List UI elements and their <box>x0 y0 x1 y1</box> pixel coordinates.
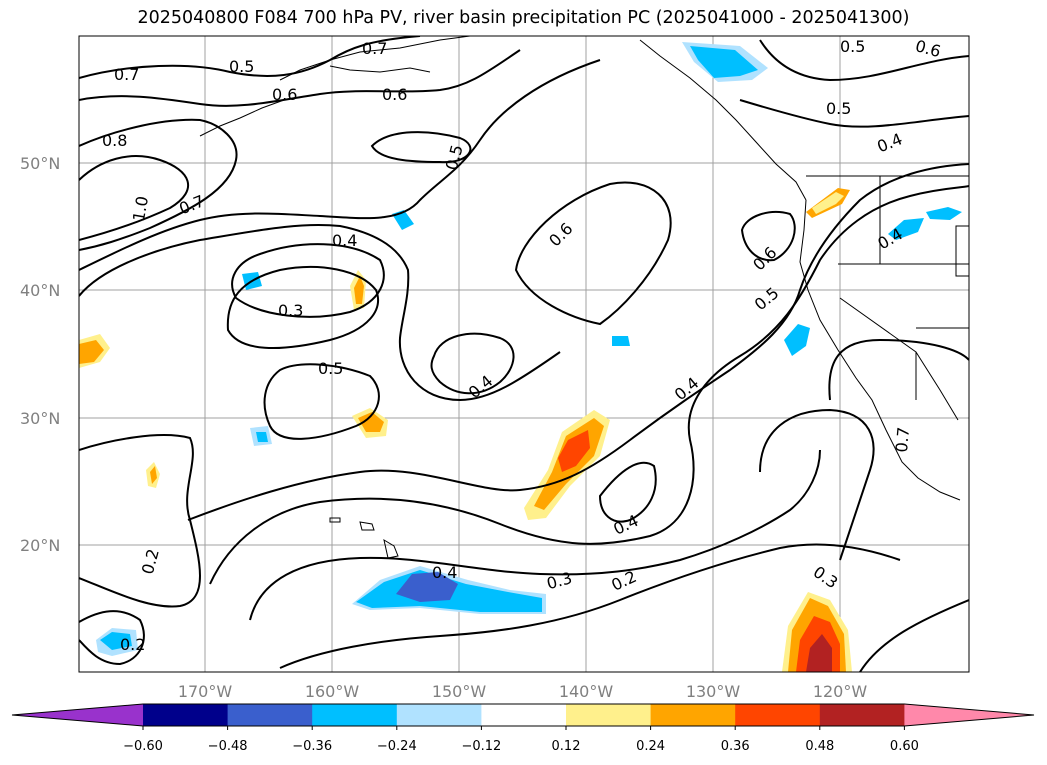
contour-label: 0.6 <box>382 85 407 104</box>
colorbar-extend-min <box>12 704 143 726</box>
colorbar-extend-max <box>904 704 1034 726</box>
contour-label: 0.6 <box>272 85 297 104</box>
lat-label: 30°N <box>20 409 60 428</box>
lat-label: 20°N <box>20 536 60 555</box>
contour-label: 0.7 <box>362 39 387 58</box>
lon-label: 120°W <box>813 682 868 701</box>
contour-label: 0.5 <box>229 57 254 76</box>
pv-contours <box>79 36 969 672</box>
lon-label: 170°W <box>178 682 233 701</box>
contour-label: 0.5 <box>318 359 343 378</box>
contour-label: 0.5 <box>840 37 865 56</box>
lat-label: 50°N <box>20 154 60 173</box>
contour-label: 0.7 <box>114 65 139 84</box>
contour-label: 1.0 <box>129 195 152 223</box>
map-title: 2025040800 F084 700 hPa PV, river basin … <box>137 8 910 28</box>
lon-label: 160°W <box>305 682 360 701</box>
colorbar-tick-label: −0.48 <box>208 739 248 754</box>
colorbar-segment <box>819 704 905 726</box>
colorbar-segment <box>396 704 482 726</box>
precip-shading <box>79 42 962 672</box>
latitude-labels: 50°N 40°N 30°N 20°N <box>20 154 60 555</box>
longitude-labels: 170°W 160°W 150°W 140°W 130°W 120°W <box>178 682 868 701</box>
lon-label: 130°W <box>686 682 741 701</box>
lon-label: 140°W <box>559 682 614 701</box>
contour-label: 0.8 <box>102 131 127 150</box>
lat-label: 40°N <box>20 281 60 300</box>
lon-label: 150°W <box>432 682 487 701</box>
contour-label: 0.4 <box>332 231 357 250</box>
colorbar-segment <box>143 704 229 726</box>
contour-label: 0.5 <box>826 99 851 118</box>
map-area <box>79 36 969 672</box>
colorbar-tick-label: 0.36 <box>721 739 750 754</box>
colorbar-tick-label: −0.12 <box>461 739 501 754</box>
colorbar-tick-label: −0.36 <box>292 739 332 754</box>
colorbar-tick-label: 0.12 <box>552 739 581 754</box>
coastlines <box>199 36 969 559</box>
colorbar-segment <box>227 704 313 726</box>
contour-label: 0.7 <box>892 426 913 453</box>
map-frame <box>78 35 970 673</box>
contour-label: 0.4 <box>432 563 457 582</box>
colorbar-tick-label: −0.60 <box>123 739 163 754</box>
colorbar-tick-label: 0.48 <box>805 739 834 754</box>
colorbar-tick-label: −0.24 <box>377 739 417 754</box>
colorbar-segment <box>650 704 736 726</box>
colorbar-tick-label: 0.24 <box>636 739 665 754</box>
colorbar-segment <box>312 704 398 726</box>
colorbar-segment <box>735 704 821 726</box>
colorbar-tick-label: 0.60 <box>890 739 919 754</box>
colorbar-segment <box>481 704 567 726</box>
contour-label: 0.2 <box>120 635 145 654</box>
colorbar: −0.60 −0.48 −0.36 −0.24 −0.12 0.12 0.24 0.36 0.4… <box>11 703 1035 754</box>
colorbar-segment <box>566 704 652 726</box>
contour-label: 0.3 <box>278 301 303 320</box>
